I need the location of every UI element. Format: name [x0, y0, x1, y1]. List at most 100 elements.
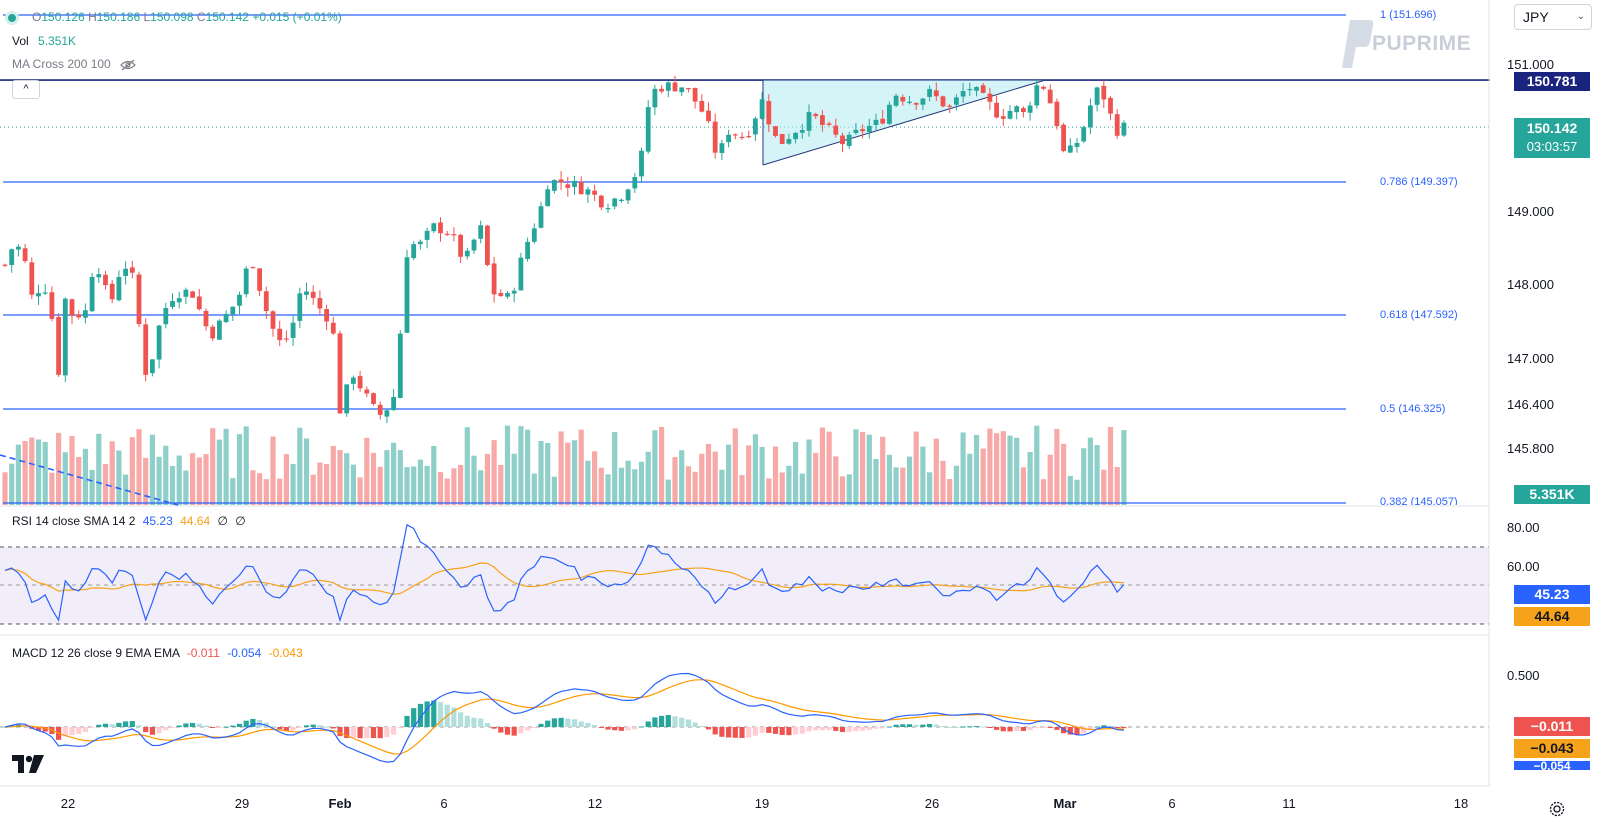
macd-signal-badge: −0.043: [1514, 739, 1590, 758]
macd-legend: MACD 12 26 close 9 EMA EMA -0.011 -0.054…: [12, 646, 303, 660]
candle-body: [297, 293, 303, 321]
macd-histogram-bar: [223, 726, 229, 728]
macd-histogram-bar: [143, 727, 149, 733]
volume-bar: [444, 478, 450, 505]
volume-bar: [625, 460, 631, 505]
candle-body: [1027, 105, 1033, 113]
rsi-value: 45.23: [142, 514, 173, 528]
currency-select[interactable]: JPY ⌄: [1514, 4, 1592, 30]
candle-body: [672, 82, 678, 92]
volume-bar: [263, 479, 269, 505]
macd-histogram-bar: [109, 724, 115, 727]
chart-canvas[interactable]: [0, 0, 1490, 827]
macd-histogram-bar: [766, 727, 772, 733]
candle-body: [1054, 101, 1060, 127]
macd-histogram-bar: [625, 727, 631, 731]
candle-body: [719, 143, 725, 153]
macd-histogram-bar: [357, 727, 363, 739]
candle-body: [237, 294, 242, 306]
candle-body: [793, 132, 798, 140]
volume-bar: [56, 432, 62, 505]
volume-bar: [933, 438, 939, 505]
macd-histogram-bar: [592, 724, 598, 727]
x-axis-label: 29: [234, 796, 250, 811]
candle-body: [605, 208, 611, 210]
bar-countdown: 03:03:57: [1526, 139, 1578, 154]
symbol-dot: [8, 13, 16, 22]
volume-bar: [324, 464, 330, 505]
volume-bar: [210, 428, 216, 505]
macd-histogram-bar: [973, 726, 980, 728]
macd-line: [4, 672, 1124, 763]
candle-body: [726, 134, 731, 143]
volume-bar: [424, 465, 430, 505]
candle-body: [853, 129, 859, 134]
candle-body: [411, 244, 417, 259]
candle-body: [109, 283, 115, 300]
tradingview-logo-icon[interactable]: [12, 755, 44, 773]
macd-histogram-bar: [149, 727, 155, 735]
settings-gear-icon[interactable]: [1548, 800, 1566, 818]
candle-body: [2, 264, 8, 266]
volume-bar: [143, 457, 149, 505]
candle-body: [578, 181, 584, 195]
volume-bar: [82, 448, 88, 505]
puprime-logo: PUPRIME: [1340, 16, 1490, 70]
volume-bar: [906, 456, 913, 505]
volume-bar: [1040, 479, 1047, 505]
volume-bar: [699, 453, 705, 505]
candle-body: [344, 384, 350, 414]
volume-bar: [1067, 475, 1073, 505]
macd-histogram-bar: [712, 727, 718, 735]
x-axis-label: Feb: [328, 796, 352, 811]
candle-body: [531, 228, 537, 242]
candle-body: [920, 98, 926, 105]
candle-body: [598, 195, 604, 208]
macd-histogram-bar: [169, 727, 176, 728]
volume-bar: [1061, 443, 1067, 505]
price-axis-label: 145.800: [1507, 441, 1554, 456]
hidden-eye-icon[interactable]: [120, 59, 136, 71]
macd-histogram-bar: [203, 725, 209, 727]
macd-histogram-bar: [451, 707, 457, 727]
volume-bar: [270, 436, 276, 505]
macd-histogram-bar: [136, 725, 142, 727]
volume-bar: [793, 442, 799, 505]
macd-histogram-bar: [210, 727, 216, 728]
volume-bar: [1101, 469, 1107, 505]
macd-histogram-bar: [89, 727, 95, 728]
volume-bar: [953, 465, 959, 505]
volume-bar: [565, 442, 571, 505]
collapse-legend-button[interactable]: ^: [12, 80, 40, 99]
macd-histogram-bar: [994, 727, 1000, 730]
candle-body: [478, 225, 484, 239]
volume-bar: [277, 478, 283, 505]
volume-bar: [303, 438, 310, 505]
ohlc-high: 150.186: [96, 10, 141, 24]
volume-bar: [739, 475, 745, 505]
macd-histogram-bar: [277, 727, 283, 730]
rsi-line: [4, 523, 1125, 623]
macd-histogram-bar: [565, 718, 571, 727]
candle-body: [116, 276, 122, 301]
ma-legend[interactable]: MA Cross 200 100: [12, 57, 136, 71]
last-price: 150.142: [1526, 120, 1578, 136]
candle-body: [980, 85, 986, 93]
vol-legend: Vol 5.351K: [12, 34, 76, 48]
volume-bar: [1047, 454, 1053, 505]
macd-histogram-bar: [397, 727, 403, 728]
macd-histogram-bar: [1074, 727, 1080, 735]
volume-bar: [511, 453, 517, 505]
macd-histogram-bar: [880, 727, 886, 729]
chevron-down-icon: ⌄: [1576, 11, 1585, 22]
volume-bar: [397, 450, 403, 505]
candle-body: [572, 180, 577, 187]
macd-histogram-bar: [906, 724, 913, 727]
candle-body: [1041, 86, 1046, 89]
candle-body: [364, 389, 370, 394]
candle-body: [1047, 89, 1053, 104]
volume-bar: [69, 436, 75, 505]
candle-body: [799, 130, 805, 133]
rsi-sma-value: 44.64: [180, 514, 211, 528]
macd-histogram-bar: [940, 725, 946, 727]
